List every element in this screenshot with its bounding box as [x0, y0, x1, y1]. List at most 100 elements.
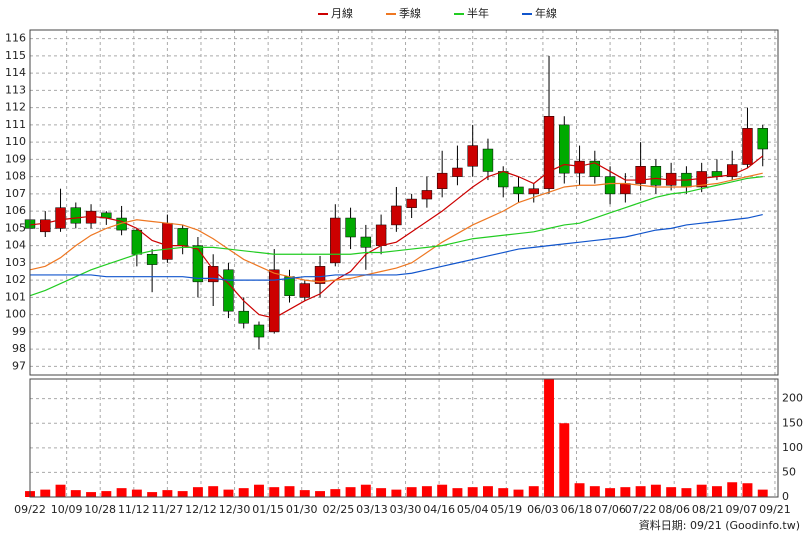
- candle-body: [726, 164, 738, 177]
- volume-bar: [101, 491, 112, 497]
- candle-body: [528, 188, 539, 195]
- y2-tick-label: 200: [782, 392, 803, 405]
- x-tick-label: 05/19: [490, 503, 522, 516]
- volume-bar: [284, 486, 295, 497]
- candle-body: [40, 219, 51, 233]
- candle-body: [742, 128, 753, 165]
- legend-label: 年線: [535, 6, 557, 20]
- y-tick-label: 107: [5, 187, 26, 200]
- candle-body: [238, 310, 249, 324]
- candle-body: [391, 205, 402, 226]
- candle-body: [177, 228, 188, 246]
- candle-body: [162, 222, 173, 260]
- volume-bar: [162, 490, 173, 497]
- x-tick-label: 06/18: [561, 503, 593, 516]
- y-tick-label: 105: [5, 221, 26, 234]
- y-tick-label: 111: [5, 118, 26, 131]
- candle-body: [269, 269, 280, 333]
- x-tick-label: 12/12: [185, 503, 217, 516]
- candle-body: [131, 229, 143, 255]
- candle-body: [299, 283, 310, 298]
- volume-bar: [40, 489, 51, 497]
- volume-bar: [315, 491, 326, 497]
- x-tick-label: 08/06: [658, 503, 690, 516]
- candle-body: [345, 217, 356, 238]
- y-tick-label: 106: [5, 204, 26, 217]
- volume-bar: [421, 486, 432, 497]
- y-tick-label: 112: [5, 101, 26, 114]
- ma-line: [29, 176, 763, 297]
- y-tick-label: 101: [5, 290, 26, 303]
- y-tick-label: 115: [5, 49, 26, 62]
- volume-bar: [574, 483, 585, 497]
- candle-body: [574, 160, 585, 174]
- x-tick-label: 09/07: [726, 503, 758, 516]
- candle-body: [375, 224, 387, 246]
- candle-body: [452, 167, 463, 177]
- legend-label: 季線: [399, 6, 421, 20]
- volume-bar: [681, 488, 692, 497]
- y2-tick-label: 50: [782, 465, 796, 478]
- y-tick-label: 110: [5, 135, 26, 148]
- candle-body: [482, 148, 494, 172]
- volume-bar: [116, 488, 127, 497]
- volume-bar: [147, 492, 158, 497]
- y-tick-label: 109: [5, 152, 26, 165]
- candle-body: [192, 245, 204, 283]
- volume-bar: [360, 484, 371, 497]
- y-tick-label: 108: [5, 170, 26, 183]
- x-tick-label: 09/21: [759, 503, 791, 516]
- volume-bar: [498, 488, 509, 497]
- volume-bar: [650, 484, 661, 497]
- volume-bar: [177, 491, 188, 497]
- volume-bar: [452, 488, 463, 497]
- candle-body: [543, 116, 555, 189]
- candle-body: [360, 236, 372, 248]
- volume-bar: [345, 487, 356, 497]
- volume-bar: [620, 487, 631, 497]
- x-tick-label: 08/21: [692, 503, 724, 516]
- volume-bar: [727, 482, 738, 497]
- x-tick-label: 06/03: [527, 503, 559, 516]
- x-tick-label: 01/30: [286, 503, 318, 516]
- volume-bar: [559, 423, 570, 497]
- x-tick-label: 01/15: [252, 503, 284, 516]
- x-tick-label: 10/09: [51, 503, 83, 516]
- volume-bar: [376, 488, 387, 497]
- y-tick-label: 114: [5, 66, 26, 79]
- y2-tick-label: 0: [782, 490, 789, 503]
- candle-body: [513, 186, 524, 195]
- y-tick-label: 98: [12, 342, 26, 355]
- volume-bar: [635, 486, 646, 497]
- volume-bar: [269, 487, 280, 497]
- candle-body: [253, 324, 265, 338]
- volume-bar: [406, 487, 417, 497]
- candle-body: [223, 269, 234, 312]
- volume-bar: [55, 484, 66, 497]
- volume-bar: [757, 489, 768, 497]
- volume-bar: [437, 484, 448, 497]
- candle-body: [70, 207, 82, 224]
- price-frame: [29, 29, 779, 376]
- candle-body: [635, 166, 646, 184]
- volume-bar: [666, 487, 677, 497]
- volume-bar: [544, 379, 554, 497]
- volume-bar: [528, 486, 539, 497]
- volume-frame: [29, 378, 779, 498]
- x-tick-label: 05/04: [457, 503, 489, 516]
- x-tick-label: 02/25: [323, 503, 355, 516]
- volume-bar: [467, 487, 478, 497]
- volume-bar: [605, 488, 616, 497]
- volume-bar: [192, 487, 203, 497]
- candle-body: [467, 145, 478, 167]
- candle-body: [330, 217, 341, 264]
- x-tick-label: 07/06: [594, 503, 626, 516]
- x-tick-label: 11/27: [152, 503, 184, 516]
- volume-bar: [391, 489, 402, 497]
- volume-bar: [238, 488, 249, 497]
- ma-line: [29, 172, 763, 283]
- candle-body: [436, 172, 448, 189]
- volume-bar: [696, 484, 707, 497]
